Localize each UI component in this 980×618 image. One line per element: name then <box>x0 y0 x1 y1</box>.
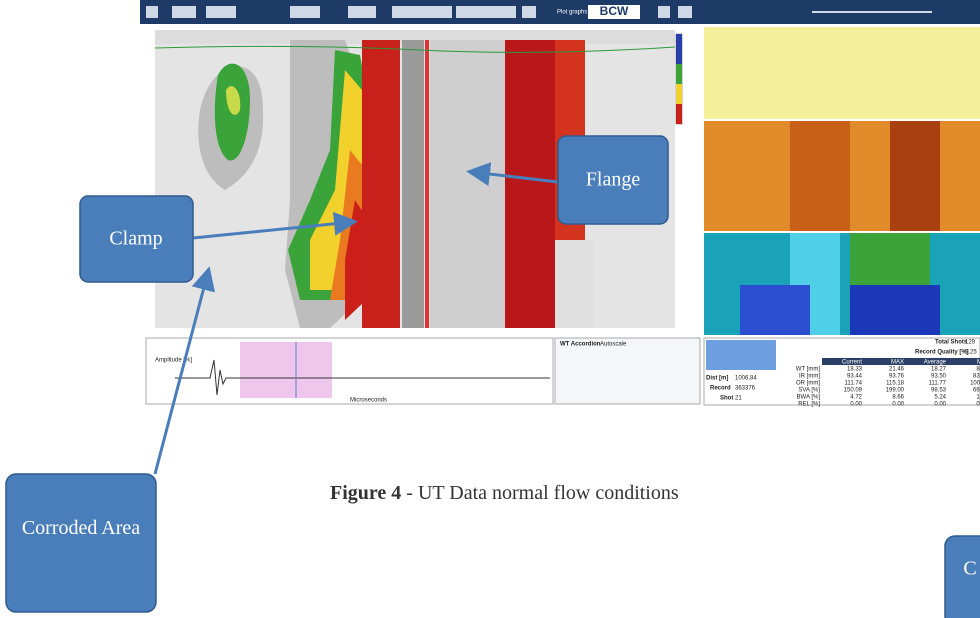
row-label: REL [%] <box>798 402 820 408</box>
cell: 83.05 <box>973 374 980 380</box>
quality-label: Record Quality [%] <box>915 350 969 356</box>
cell: 150.09 <box>844 388 863 394</box>
cell: 100.11 <box>970 381 980 387</box>
record-value: 363376 <box>735 386 756 392</box>
x-axis-label: Microseconds <box>350 398 387 404</box>
figure-label: Figure 4 <box>330 482 401 504</box>
toolbar-label: Plot graphs <box>557 10 587 16</box>
col-header: Average <box>924 360 947 366</box>
cell: 93.76 <box>889 374 905 380</box>
callout-wrap: Corroded Area <box>16 515 146 575</box>
cell: 93.50 <box>931 374 947 380</box>
cell: 199.00 <box>886 388 905 394</box>
record-label: Record <box>710 386 731 392</box>
cell: 93.44 <box>847 374 863 380</box>
bcw-label: BCW <box>600 4 629 18</box>
cell: 1.57 <box>976 395 980 401</box>
cell: 5.24 <box>934 395 946 401</box>
callout-text: Clamp <box>109 228 162 250</box>
cell: 8.54 <box>976 367 980 373</box>
cell: 18.27 <box>931 367 947 373</box>
row-label: BWA [%] <box>797 395 821 401</box>
cell: 111.74 <box>845 381 863 387</box>
cell: 0.00 <box>892 402 904 408</box>
cell: 0.00 <box>934 402 946 408</box>
cell: 18.33 <box>847 367 863 373</box>
shot-value: 21 <box>735 396 742 402</box>
row-label: IR [mm] <box>799 374 820 380</box>
cell: 0.00 <box>850 402 862 408</box>
caption: Figure 4- UT Data normal flow conditions <box>330 482 679 504</box>
col-header: MAX <box>891 360 904 366</box>
cell: 0.00 <box>976 402 980 408</box>
dist-label: Dist [m] <box>706 376 728 382</box>
row-label: OR [mm] <box>796 381 820 387</box>
nav-arrows[interactable] <box>706 340 776 370</box>
cell: 8.66 <box>892 395 904 401</box>
quality-value: 9.25 <box>965 350 977 356</box>
zoom-slider[interactable] <box>812 11 932 13</box>
cell: 66.97 <box>973 388 980 394</box>
cell: 4.72 <box>850 395 862 401</box>
autoscale[interactable]: Autoscale <box>600 342 627 348</box>
cell: 115.18 <box>886 381 905 387</box>
callout-text: C <box>963 558 976 580</box>
side-images <box>704 27 980 335</box>
caption-text: - UT Data normal flow conditions <box>406 482 679 504</box>
gate <box>240 342 332 398</box>
total-shots-value: 129 <box>965 340 976 346</box>
accordion-title: WT Accordion <box>560 342 601 348</box>
row-label: SVA [%] <box>798 388 820 394</box>
page: Plot graphs BCW Microsecond <box>0 0 980 618</box>
cell: 111.77 <box>929 381 947 387</box>
total-shots-label: Total Shots <box>935 340 968 346</box>
cell: 98.53 <box>931 388 947 394</box>
callout-text: Flange <box>586 169 641 191</box>
row-label: WT [mm] <box>796 367 821 373</box>
shot-label: Shot <box>720 396 733 402</box>
figure: Plot graphs BCW Microsecond <box>0 0 980 618</box>
dist-value: 1006.84 <box>735 376 757 382</box>
cell: 21.46 <box>889 367 905 373</box>
accordion-panel <box>555 338 700 404</box>
waveform-panel <box>146 338 553 404</box>
callout-text: Corroded Area <box>16 515 146 541</box>
col-header: Current <box>842 360 862 366</box>
